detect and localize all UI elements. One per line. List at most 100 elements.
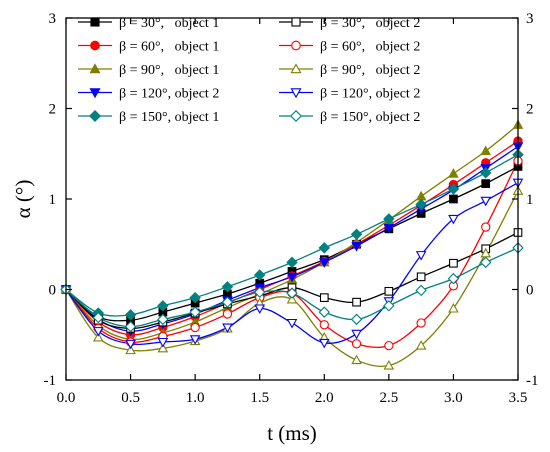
data-point [416, 272, 426, 282]
data-point [415, 198, 427, 211]
y-tick-label: 1 [49, 192, 57, 208]
x-tick-label: 0.0 [57, 390, 76, 406]
data-point [222, 323, 233, 334]
data-point [481, 179, 491, 188]
legend-item: β = 150°, object 1 [78, 110, 219, 125]
data-point [448, 303, 459, 313]
data-point [286, 318, 298, 329]
data-point [90, 40, 100, 51]
x-tick-label: 0.5 [121, 390, 140, 406]
data-point [89, 63, 101, 74]
data-point [351, 242, 362, 252]
data-point [415, 284, 427, 297]
series-line [65, 140, 519, 336]
data-point [190, 322, 200, 333]
data-point [481, 222, 491, 232]
y-tick-label-right: 3 [526, 11, 534, 27]
data-point [189, 306, 201, 318]
data-point [253, 286, 266, 298]
y-tick-label: 3 [49, 11, 57, 27]
data-point [415, 190, 427, 201]
data-point [416, 318, 426, 328]
data-point [318, 306, 331, 318]
y-tick-label: 2 [49, 102, 57, 118]
data-point [318, 258, 330, 268]
legend-label: β = 60°, object 1 [119, 40, 219, 55]
data-point [286, 272, 298, 283]
data-point [89, 88, 101, 99]
data-point [351, 329, 362, 340]
data-point [449, 258, 458, 268]
legend-item: β = 30°, object 2 [279, 16, 420, 31]
data-point [157, 342, 169, 353]
data-point [352, 297, 361, 307]
data-point [125, 339, 136, 350]
data-point [319, 320, 329, 330]
x-tick-label: 2.5 [379, 390, 398, 406]
data-point [90, 17, 100, 27]
data-point [415, 340, 427, 350]
y-tick-label: 0 [49, 283, 57, 299]
x-tick-label: 3.0 [444, 390, 463, 406]
data-point [290, 88, 302, 99]
data-point [286, 287, 298, 299]
data-point [351, 354, 362, 365]
data-point [92, 311, 105, 324]
y-tick-label: -1 [44, 373, 57, 389]
data-point [124, 309, 137, 321]
data-point [92, 327, 104, 337]
x-axis-label: t (ms) [267, 421, 317, 445]
data-point [383, 213, 395, 225]
data-point [384, 340, 394, 351]
data-point [92, 331, 104, 342]
data-point [383, 360, 395, 370]
data-point [253, 269, 266, 281]
x-tick-label: 2.0 [315, 390, 334, 406]
data-point [290, 63, 302, 74]
y-axis-label: α (°) [11, 180, 35, 219]
legend-label: β = 90°, object 2 [320, 63, 420, 78]
data-point [221, 296, 234, 308]
legend-item: β = 60°, object 1 [78, 40, 219, 55]
data-point [447, 183, 460, 195]
data-point [157, 300, 169, 312]
data-point [415, 251, 427, 261]
data-point [189, 291, 201, 304]
data-point [222, 309, 233, 319]
x-tick-label: 1.0 [186, 390, 205, 406]
y-tick-label-right: 0 [526, 283, 534, 299]
legend-label: β = 120°, object 2 [320, 87, 420, 102]
data-point [254, 304, 266, 315]
axis-ticks: 0.0 0.5 1.0 1.5 2.0 2.5 3.0 3.5-1 -10 01 12 23 3 [44, 11, 539, 406]
x-tick-label: 1.5 [250, 390, 269, 406]
data-point [319, 293, 329, 302]
data-point [291, 40, 301, 51]
data-point [447, 272, 460, 285]
legend-label: β = 90°, object 1 [119, 63, 219, 78]
data-point [448, 168, 459, 178]
legend-label: β = 120°, object 2 [119, 87, 219, 102]
data-point [157, 337, 169, 348]
data-point [479, 256, 492, 269]
data-point [125, 344, 136, 355]
legend-item: β = 90°, object 2 [279, 63, 420, 78]
data-point [286, 293, 298, 304]
legend-item: β = 60°, object 2 [279, 40, 420, 55]
legend-label: β = 30°, object 2 [320, 16, 420, 31]
x-tick-label: 3.5 [509, 390, 528, 406]
y-tick-label-right: -1 [526, 373, 539, 389]
data-point [291, 17, 301, 27]
y-tick-label-right: 1 [526, 192, 534, 208]
data-point [221, 281, 234, 293]
legend-item: β = 150°, object 2 [279, 110, 420, 125]
y-tick-label-right: 2 [526, 102, 534, 118]
legend-item: β = 120°, object 2 [279, 87, 420, 102]
data-point [479, 167, 492, 179]
data-point [384, 286, 394, 296]
data-point [189, 335, 201, 345]
legend-label: β = 60°, object 2 [320, 40, 420, 55]
legend-item: β = 120°, object 2 [78, 87, 219, 102]
data-point [318, 242, 331, 254]
legend-item: β = 90°, object 1 [78, 63, 219, 78]
